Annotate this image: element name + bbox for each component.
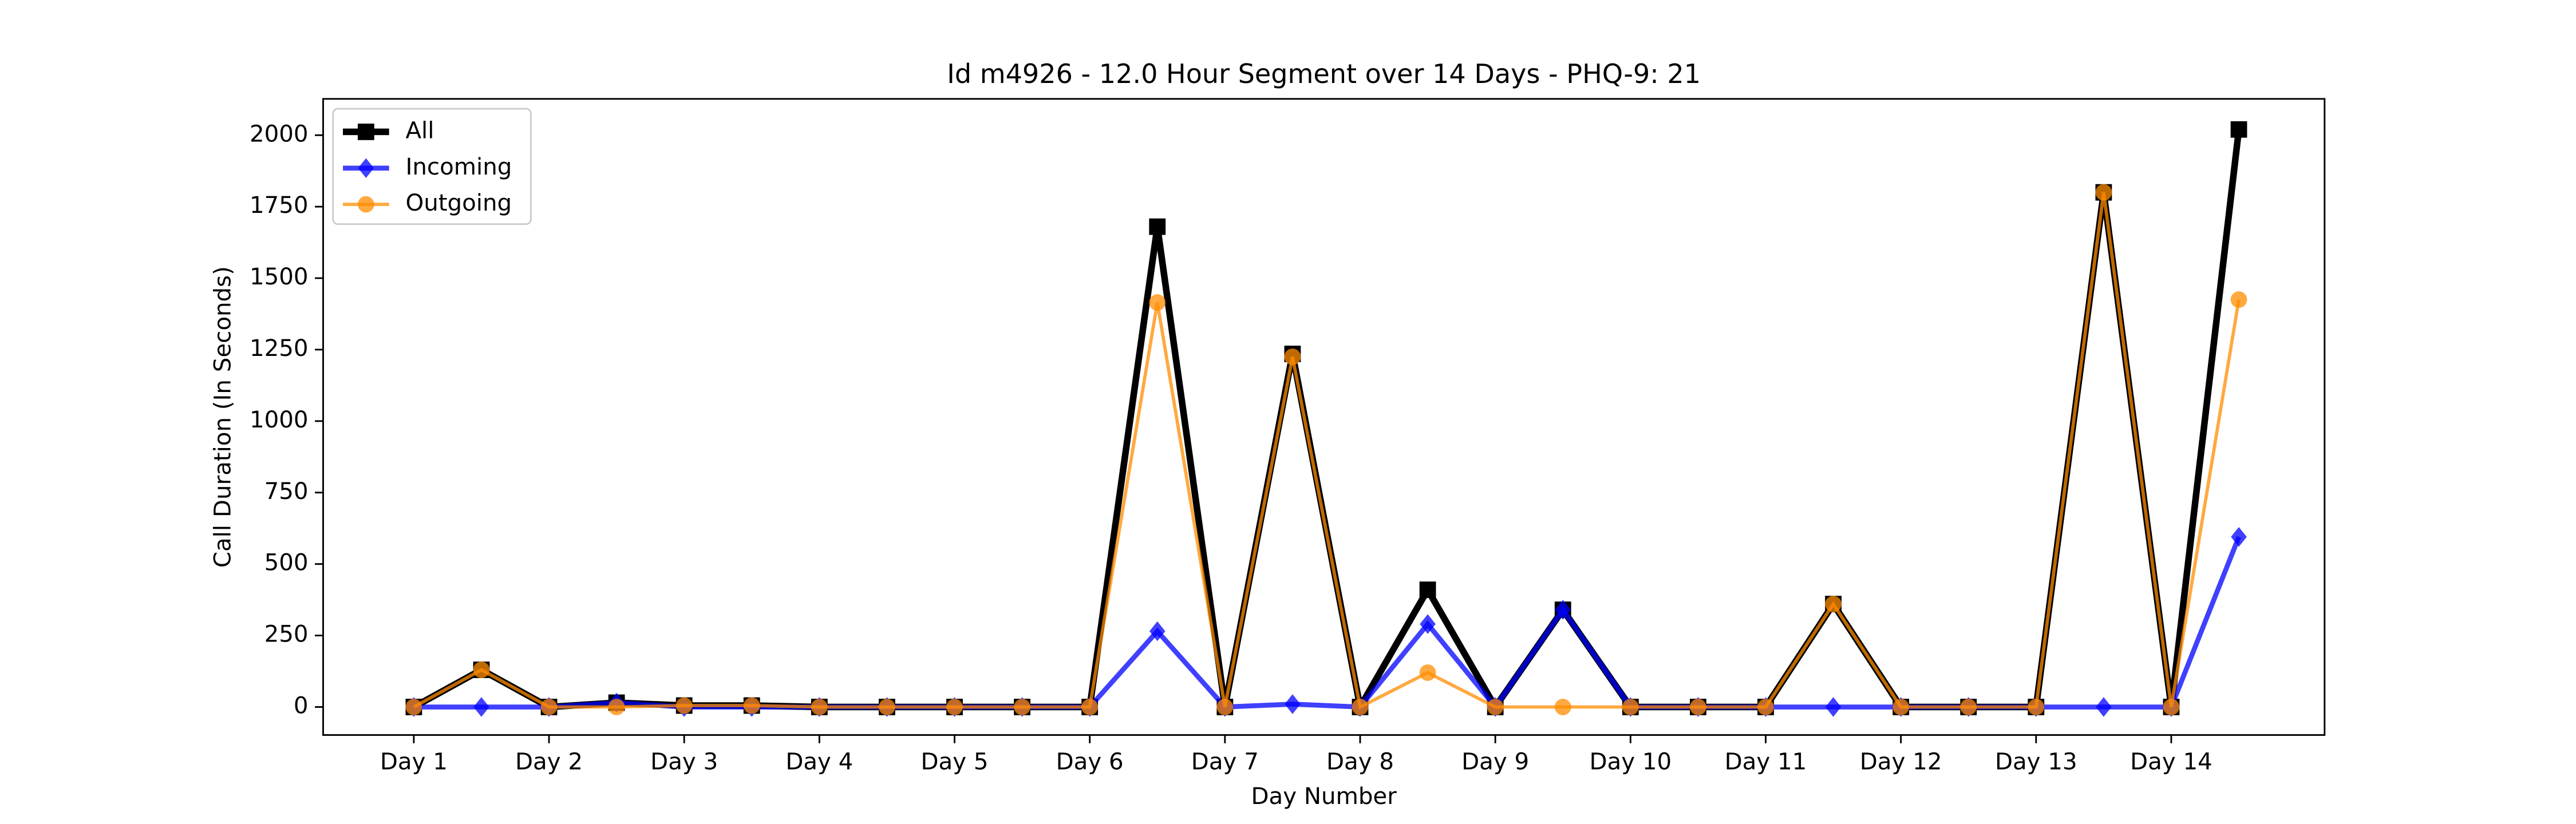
legend: All Incoming Outgoing <box>332 108 532 225</box>
marker <box>608 699 625 715</box>
marker <box>1825 697 1842 717</box>
marker <box>1893 699 1910 715</box>
marker <box>1149 294 1166 311</box>
marker <box>358 158 374 179</box>
marker <box>540 699 558 715</box>
marker <box>946 699 963 715</box>
x-tick-label: Day 14 <box>2130 748 2212 775</box>
marker <box>2028 699 2045 715</box>
marker <box>2095 184 2112 201</box>
chart-title: Id m4926 - 12.0 Hour Segment over 14 Day… <box>947 58 1701 89</box>
plot-frame <box>322 98 2326 736</box>
y-tick-label: 0 <box>294 692 309 719</box>
y-tick-label: 250 <box>264 621 309 648</box>
marker <box>405 699 422 715</box>
x-tick-label: Day 2 <box>515 748 583 775</box>
marker <box>1081 699 1099 715</box>
marker <box>1554 699 1571 715</box>
y-tick-label: 1000 <box>250 406 309 433</box>
y-tick-label: 2000 <box>250 120 309 147</box>
legend-box <box>332 108 532 225</box>
marker <box>357 196 374 213</box>
marker <box>2230 121 2247 138</box>
x-tick-label: Day 9 <box>1461 748 1529 775</box>
x-tick-label: Day 12 <box>1860 748 1942 775</box>
marker <box>473 661 490 678</box>
marker <box>1757 699 1774 715</box>
marker <box>1352 699 1369 715</box>
legend-label: All <box>405 117 434 144</box>
y-tick-label: 1500 <box>250 263 309 290</box>
marker <box>879 699 895 715</box>
marker <box>811 699 828 715</box>
marker <box>1622 699 1639 715</box>
x-tick-label: Day 8 <box>1326 748 1394 775</box>
line <box>413 192 2241 710</box>
marker <box>1960 699 1977 715</box>
marker <box>2163 699 2180 715</box>
marker <box>473 697 489 717</box>
x-tick-label: Day 7 <box>1191 748 1259 775</box>
marker <box>357 124 374 140</box>
marker <box>1419 664 1436 681</box>
marker <box>1149 218 1166 235</box>
x-tick-label: Day 4 <box>785 748 853 775</box>
x-tick-label: Day 6 <box>1056 748 1124 775</box>
y-tick-label: 500 <box>264 549 309 576</box>
marker <box>2231 526 2247 547</box>
marker <box>743 697 760 714</box>
marker <box>1555 600 1571 620</box>
marker <box>1149 621 1165 641</box>
marker <box>1216 699 1234 715</box>
legend-label: Incoming <box>405 153 512 180</box>
x-tick-label: Day 3 <box>650 748 718 775</box>
marker <box>675 697 693 714</box>
marker <box>1284 348 1301 365</box>
y-tick-label: 1250 <box>250 335 309 362</box>
x-tick-label: Day 5 <box>920 748 988 775</box>
x-tick-label: Day 11 <box>1725 748 1807 775</box>
legend-label: Outgoing <box>405 189 512 216</box>
x-tick-label: Day 1 <box>380 748 448 775</box>
marker <box>2096 697 2112 717</box>
x-tick-label: Day 13 <box>1995 748 2077 775</box>
y-tick-label: 750 <box>264 478 309 505</box>
x-tick-label: Day 10 <box>1589 748 1672 775</box>
marker <box>1825 596 1842 613</box>
marker <box>1690 699 1706 715</box>
series <box>405 184 2247 715</box>
x-axis-label: Day Number <box>1251 783 1397 810</box>
y-tick-label: 1750 <box>250 192 309 219</box>
marker <box>2230 291 2247 308</box>
y-axis-label: Call Duration (In Seconds) <box>210 266 236 568</box>
marker <box>1419 581 1436 599</box>
marker <box>1014 699 1030 715</box>
marker <box>1487 699 1504 715</box>
